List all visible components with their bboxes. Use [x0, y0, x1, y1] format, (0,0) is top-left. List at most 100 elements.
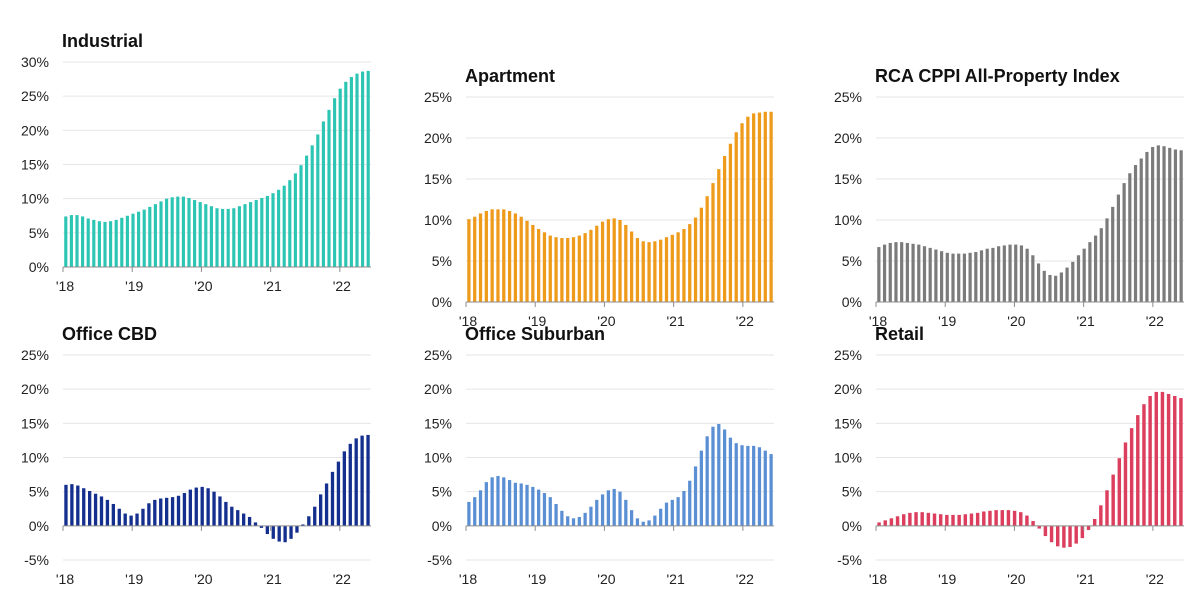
bar [316, 134, 320, 267]
bar [1000, 510, 1005, 526]
bar [982, 511, 986, 526]
bar [1080, 525, 1085, 539]
bar [204, 204, 208, 267]
bar [676, 232, 680, 302]
bar [1012, 510, 1017, 526]
bar [310, 145, 314, 267]
bar [548, 235, 552, 302]
bar [75, 215, 79, 267]
bar [728, 143, 733, 302]
x-tick-label: '22 [736, 313, 754, 329]
bar [259, 525, 264, 528]
y-tick-label: 30% [21, 54, 49, 70]
bar [746, 116, 750, 303]
bar [288, 180, 292, 267]
bar [938, 514, 943, 526]
bar [181, 196, 185, 267]
bar [360, 435, 364, 526]
x-tick-label: '18 [869, 313, 887, 329]
bar [344, 81, 348, 267]
chart-apartment: Apartment 0% 5% 10% 15% 20% 25% '18 '19 '20 '21 '2… [413, 60, 793, 340]
bar [962, 253, 967, 302]
bar [1111, 206, 1115, 302]
bar [1025, 515, 1029, 526]
bar [688, 224, 692, 302]
bar [318, 494, 323, 526]
y-tick-label: 5% [432, 484, 452, 500]
bar [583, 512, 587, 526]
bar [260, 197, 264, 267]
bar [519, 483, 523, 526]
bar [354, 438, 358, 526]
x-tick-label: '20 [597, 313, 615, 329]
bar [366, 70, 370, 267]
bar [141, 508, 145, 526]
bar [554, 237, 558, 302]
bar [148, 206, 152, 267]
bar [1099, 505, 1103, 526]
bar [635, 518, 640, 526]
bar [560, 510, 564, 526]
chart-office-suburban: Office Suburban -5% 0% 5% 10% 15% 20% 25% '18 '1… [413, 318, 793, 598]
bar [635, 238, 640, 302]
bar [330, 471, 335, 526]
bar [664, 237, 669, 302]
bar [1055, 525, 1060, 547]
bar [659, 508, 663, 526]
bar [676, 497, 680, 526]
bar [105, 499, 110, 526]
bar [164, 497, 169, 526]
bar [1048, 274, 1052, 302]
y-tick-label: 25% [21, 347, 49, 363]
bar [606, 490, 611, 526]
y-tick-label: 15% [21, 157, 49, 173]
bar [153, 499, 157, 526]
y-tick-label: 15% [834, 171, 862, 187]
bar [740, 123, 744, 302]
bar [560, 238, 564, 302]
y-tick-label: 15% [21, 415, 49, 431]
bar [589, 506, 593, 526]
bar [1139, 158, 1143, 302]
chart-plot-office-cbd: -5% 0% 5% 10% 15% 20% 25% '18 '19 '20 '21 '22 [21, 347, 371, 587]
bar [525, 484, 529, 526]
bar [624, 224, 628, 302]
bar [577, 235, 581, 302]
bar [664, 502, 669, 526]
bar [1049, 525, 1054, 543]
y-tick-label: 10% [834, 450, 862, 466]
bar [746, 445, 750, 526]
bar [1093, 235, 1098, 302]
bar [606, 219, 611, 302]
bar [361, 71, 365, 267]
bar [1111, 474, 1115, 526]
bar [1082, 248, 1086, 302]
bar [1173, 149, 1178, 302]
y-tick-label: -5% [427, 552, 452, 568]
bar [571, 518, 576, 526]
y-tick-label: 25% [424, 89, 452, 105]
bar [165, 198, 169, 267]
bar [123, 513, 127, 526]
y-tick-label: 10% [424, 450, 452, 466]
bar [945, 514, 949, 526]
bar [236, 510, 240, 526]
bar [237, 206, 241, 267]
bar [187, 197, 191, 267]
bar [293, 173, 297, 267]
chart-title: Industrial [62, 31, 144, 51]
bar [641, 241, 645, 302]
bar [253, 522, 258, 526]
bar [763, 450, 767, 526]
bar [243, 204, 247, 267]
bar [888, 242, 892, 302]
bar [313, 506, 317, 526]
bar [218, 496, 222, 526]
bar [548, 497, 552, 526]
chart-plot-retail: -5% 0% 5% 10% 15% 20% 25% '18 '19 '20 '21 '22 [834, 347, 1184, 587]
bar [699, 207, 703, 302]
y-tick-label: 0% [432, 294, 452, 310]
bar [612, 488, 616, 526]
bar [525, 220, 529, 302]
x-tick-label: '22 [333, 278, 351, 294]
